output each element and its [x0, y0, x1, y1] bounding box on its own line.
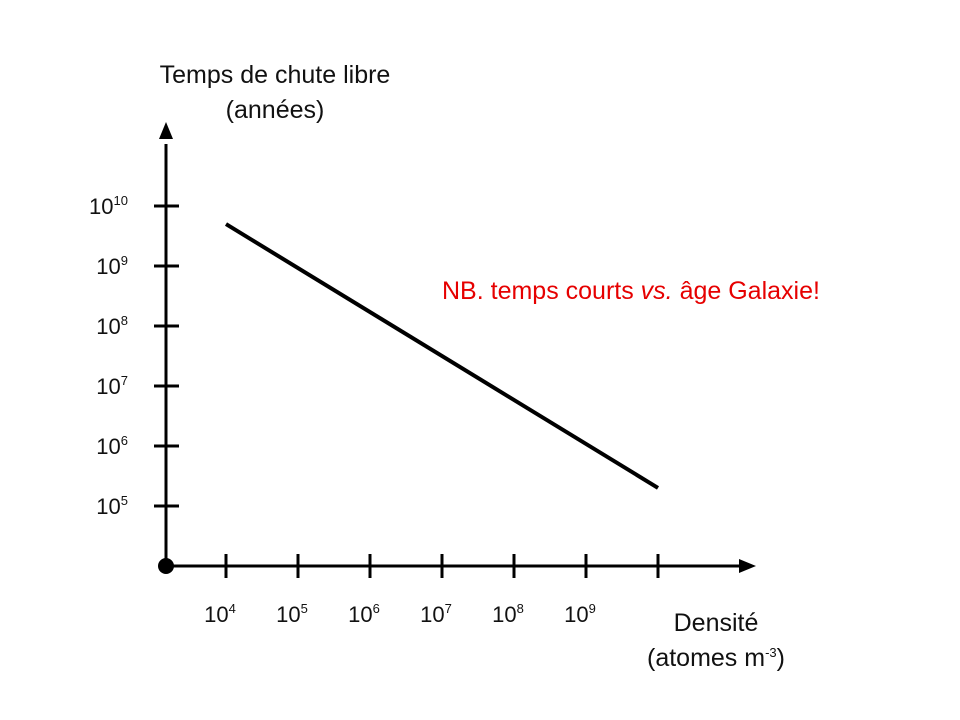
y-tick-label-4: 109 [96, 253, 128, 279]
x-axis-unit-exponent: -3 [765, 645, 777, 660]
x-tick-label-1: 105 [276, 601, 308, 627]
axes [158, 122, 756, 574]
y-tick-label-exp-2: 7 [121, 373, 128, 388]
x-tick-label-exp-3: 7 [445, 601, 452, 616]
y-tick-label-5: 1010 [89, 193, 128, 219]
series-line-0 [224, 222, 660, 490]
x-axis-arrowhead [739, 559, 756, 573]
y-tick-label-base-2: 10 [96, 374, 120, 399]
y-tick-label-0: 105 [96, 493, 128, 519]
y-tick-label-exp-5: 10 [114, 193, 128, 208]
x-tick-label-exp-4: 8 [517, 601, 524, 616]
y-tick-label-base-5: 10 [89, 194, 113, 219]
x-tick-label-exp-0: 4 [229, 601, 236, 616]
origin-dot [158, 558, 174, 574]
y-tick-label-base-3: 10 [96, 314, 120, 339]
y-tick-label-base-4: 10 [96, 254, 120, 279]
x-tick-label-base-5: 10 [564, 602, 588, 627]
x-tick-label-base-4: 10 [492, 602, 516, 627]
x-tick-label-4: 108 [492, 601, 524, 627]
y-tick-label-base-0: 10 [96, 494, 120, 519]
x-tick-label-3: 107 [420, 601, 452, 627]
x-axis-title: Densité (atomes m-3) [647, 609, 785, 672]
x-axis-title-line2: (atomes m-3) [647, 644, 785, 672]
y-axis-title: Temps de chute libre (années) [160, 61, 391, 124]
x-axis-unit-close: ) [777, 644, 785, 672]
x-ticks: 104 105 106 107 108 109 [204, 554, 660, 627]
x-tick-label-base-0: 10 [204, 602, 228, 627]
y-axis-title-line2: (années) [226, 96, 325, 124]
y-tick-label-exp-3: 8 [121, 313, 128, 328]
x-tick-label-exp-1: 5 [301, 601, 308, 616]
x-tick-label-2: 106 [348, 601, 380, 627]
y-tick-label-base-1: 10 [96, 434, 120, 459]
x-tick-label-exp-2: 6 [373, 601, 380, 616]
y-tick-label-exp-1: 6 [121, 433, 128, 448]
annotation-note: NB. temps courts vs. âge Galaxie! [442, 277, 820, 305]
y-axis-arrowhead [159, 122, 173, 139]
series [224, 222, 660, 490]
x-tick-label-base-1: 10 [276, 602, 300, 627]
x-axis-unit-text: (atomes m [647, 644, 765, 672]
x-tick-label-base-2: 10 [348, 602, 372, 627]
y-axis-title-line1: Temps de chute libre [160, 61, 391, 89]
x-axis-title-line1: Densité [674, 609, 759, 637]
x-tick-label-0: 104 [204, 601, 236, 627]
annotation-italic: vs. [641, 277, 673, 305]
y-tick-label-3: 108 [96, 313, 128, 339]
y-tick-label-exp-0: 5 [121, 493, 128, 508]
y-tick-label-exp-4: 9 [121, 253, 128, 268]
x-tick-label-base-3: 10 [420, 602, 444, 627]
x-tick-label-5: 109 [564, 601, 596, 627]
x-tick-label-exp-5: 9 [589, 601, 596, 616]
y-tick-label-2: 107 [96, 373, 128, 399]
annotation-prefix: NB. temps courts [442, 277, 641, 305]
annotation-suffix: âge Galaxie! [673, 277, 820, 305]
y-tick-label-1: 106 [96, 433, 128, 459]
